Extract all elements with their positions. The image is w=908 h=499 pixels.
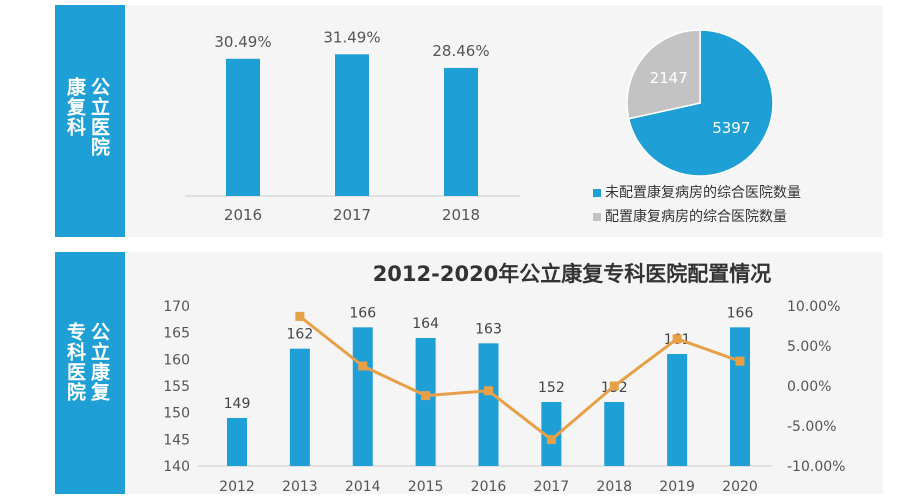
right-y-tick: 5.00% <box>787 339 831 355</box>
bottom-x-tick: 2013 <box>282 479 318 495</box>
top-side-label-line1: 公立医院 <box>88 77 110 157</box>
left-y-tick: 165 <box>163 326 190 342</box>
bottom-x-tick: 2018 <box>596 479 632 495</box>
bottom-x-tick: 2012 <box>219 479 255 495</box>
bottom-bar-2017 <box>541 402 562 466</box>
bottom-bar-data-label: 162 <box>287 327 314 343</box>
bottom-bar-2019 <box>667 354 688 466</box>
pie-value-label: 5397 <box>712 119 750 137</box>
growth-rate-marker <box>672 334 682 344</box>
bottom-x-tick: 2014 <box>345 479 381 495</box>
right-y-tick: -10.00% <box>787 459 845 475</box>
growth-rate-marker <box>609 381 619 391</box>
left-y-tick: 145 <box>163 432 190 448</box>
top-bar-data-label: 30.49% <box>214 33 271 51</box>
left-y-tick: 155 <box>163 379 190 395</box>
growth-rate-marker <box>735 356 745 366</box>
bottom-x-tick: 2015 <box>408 479 444 495</box>
bottom-side-label-line1: 公立康复 <box>88 322 110 402</box>
bottom-chart-title: 2012-2020年公立康复专科医院配置情况 <box>373 262 772 286</box>
bottom-x-tick: 2019 <box>659 479 695 495</box>
bottom-bar-data-label: 164 <box>412 316 439 332</box>
bottom-bar-2015 <box>415 338 436 466</box>
pie-value-label: 2147 <box>650 69 688 87</box>
pie-slice-1 <box>626 29 701 120</box>
right-y-tick: -5.00% <box>787 419 837 435</box>
growth-rate-marker <box>546 435 556 445</box>
left-y-tick: 160 <box>163 352 190 368</box>
bottom-bar-2014 <box>352 327 373 466</box>
bottom-bar-2016 <box>478 343 499 466</box>
top-side-label: 公立医院 康复科 <box>55 5 125 237</box>
bottom-bar-2012 <box>227 418 247 466</box>
growth-rate-line <box>298 315 741 442</box>
bottom-bar-data-label: 149 <box>224 396 251 412</box>
top-bar-2018 <box>444 67 478 197</box>
bottom-bar-2013 <box>289 348 310 466</box>
right-y-tick: 10.00% <box>787 299 840 315</box>
top-bar-data-label: 28.46% <box>432 42 489 60</box>
growth-rate-marker <box>295 311 305 321</box>
growth-rate-marker <box>358 361 368 371</box>
top-bar-2016 <box>226 58 260 196</box>
top-bar-2017 <box>335 54 369 196</box>
left-y-tick: 170 <box>163 299 190 315</box>
bottom-bar-data-label: 163 <box>475 321 502 337</box>
left-y-tick: 150 <box>163 406 190 422</box>
pie-legend-swatch-0 <box>593 189 601 197</box>
bottom-bar-data-label: 166 <box>349 305 376 321</box>
bottom-side-label: 公立康复 专科医院 <box>55 252 125 494</box>
growth-rate-marker <box>484 386 493 396</box>
pie-legend-swatch-1 <box>593 213 601 221</box>
growth-rate-marker <box>421 391 431 401</box>
bottom-bar-2020 <box>730 327 750 466</box>
pie-slice-0 <box>627 29 774 177</box>
bottom-bar-data-label: 166 <box>727 305 754 321</box>
top-bar-x-tick: 2016 <box>224 206 262 224</box>
bottom-x-tick: 2020 <box>722 479 758 495</box>
top-bar-data-label: 31.49% <box>323 28 380 46</box>
top-bar-x-tick: 2018 <box>442 206 480 224</box>
bottom-x-tick: 2016 <box>471 479 507 495</box>
left-y-tick: 140 <box>163 459 190 475</box>
right-y-tick: 0.00% <box>787 379 831 395</box>
top-bar-x-tick: 2017 <box>333 206 371 224</box>
top-side-label-line2: 康复科 <box>64 77 86 137</box>
pie-legend-label-0: 未配置康复病房的综合医院数量 <box>605 184 801 201</box>
bottom-bar-2018 <box>604 402 625 466</box>
bottom-side-label-line2: 专科医院 <box>64 322 86 402</box>
bottom-x-tick: 2017 <box>534 479 570 495</box>
pie-legend-label-1: 配置康复病房的综合医院数量 <box>605 208 787 225</box>
bottom-bar-data-label: 152 <box>538 380 565 396</box>
